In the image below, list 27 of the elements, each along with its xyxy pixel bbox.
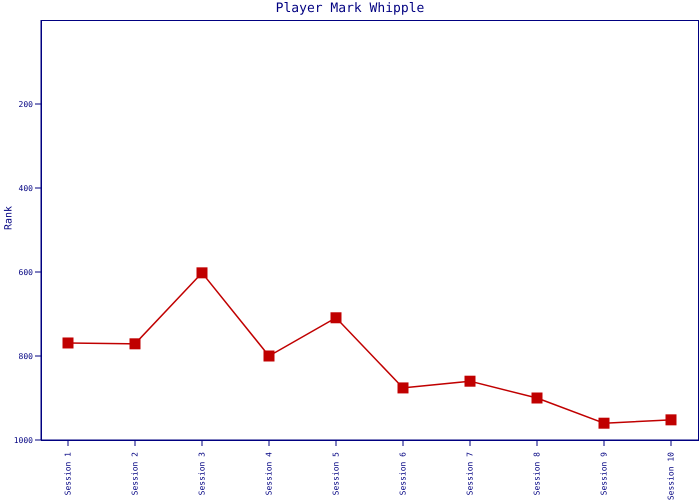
point: [666, 414, 676, 426]
x-tick-label: Session 9: [600, 452, 608, 496]
point: [532, 392, 542, 404]
point: [330, 312, 342, 324]
point: [196, 267, 208, 278]
point: [398, 382, 408, 394]
x-tick-label: Session 4: [264, 452, 274, 496]
x-tick-label: Session 2: [130, 452, 140, 496]
y-tick-label: 600: [18, 268, 34, 277]
point: [264, 350, 274, 362]
chart-title: Player Mark Whipple: [274, 1, 426, 16]
y-tick-label: 1000: [14, 436, 34, 445]
x-tick-label: Session 1: [64, 452, 72, 496]
x-tick-label: Session 5: [332, 452, 340, 496]
y-tick-label: 800: [18, 352, 34, 361]
point: [598, 418, 610, 429]
x-tick-label: Session 6: [398, 452, 408, 496]
x-tick-label: Session 8: [532, 452, 542, 496]
x-tick-label: Session 7: [466, 452, 474, 496]
point: [62, 337, 74, 348]
x-tick-label: Session 10: [666, 452, 676, 500]
x-tick-label: Session 3: [198, 452, 206, 496]
point: [464, 376, 476, 387]
point: [130, 338, 140, 350]
y-tick-label: 400: [18, 184, 34, 193]
y-axis-title: Rank: [4, 206, 15, 230]
y-tick-label: 200: [18, 100, 34, 109]
